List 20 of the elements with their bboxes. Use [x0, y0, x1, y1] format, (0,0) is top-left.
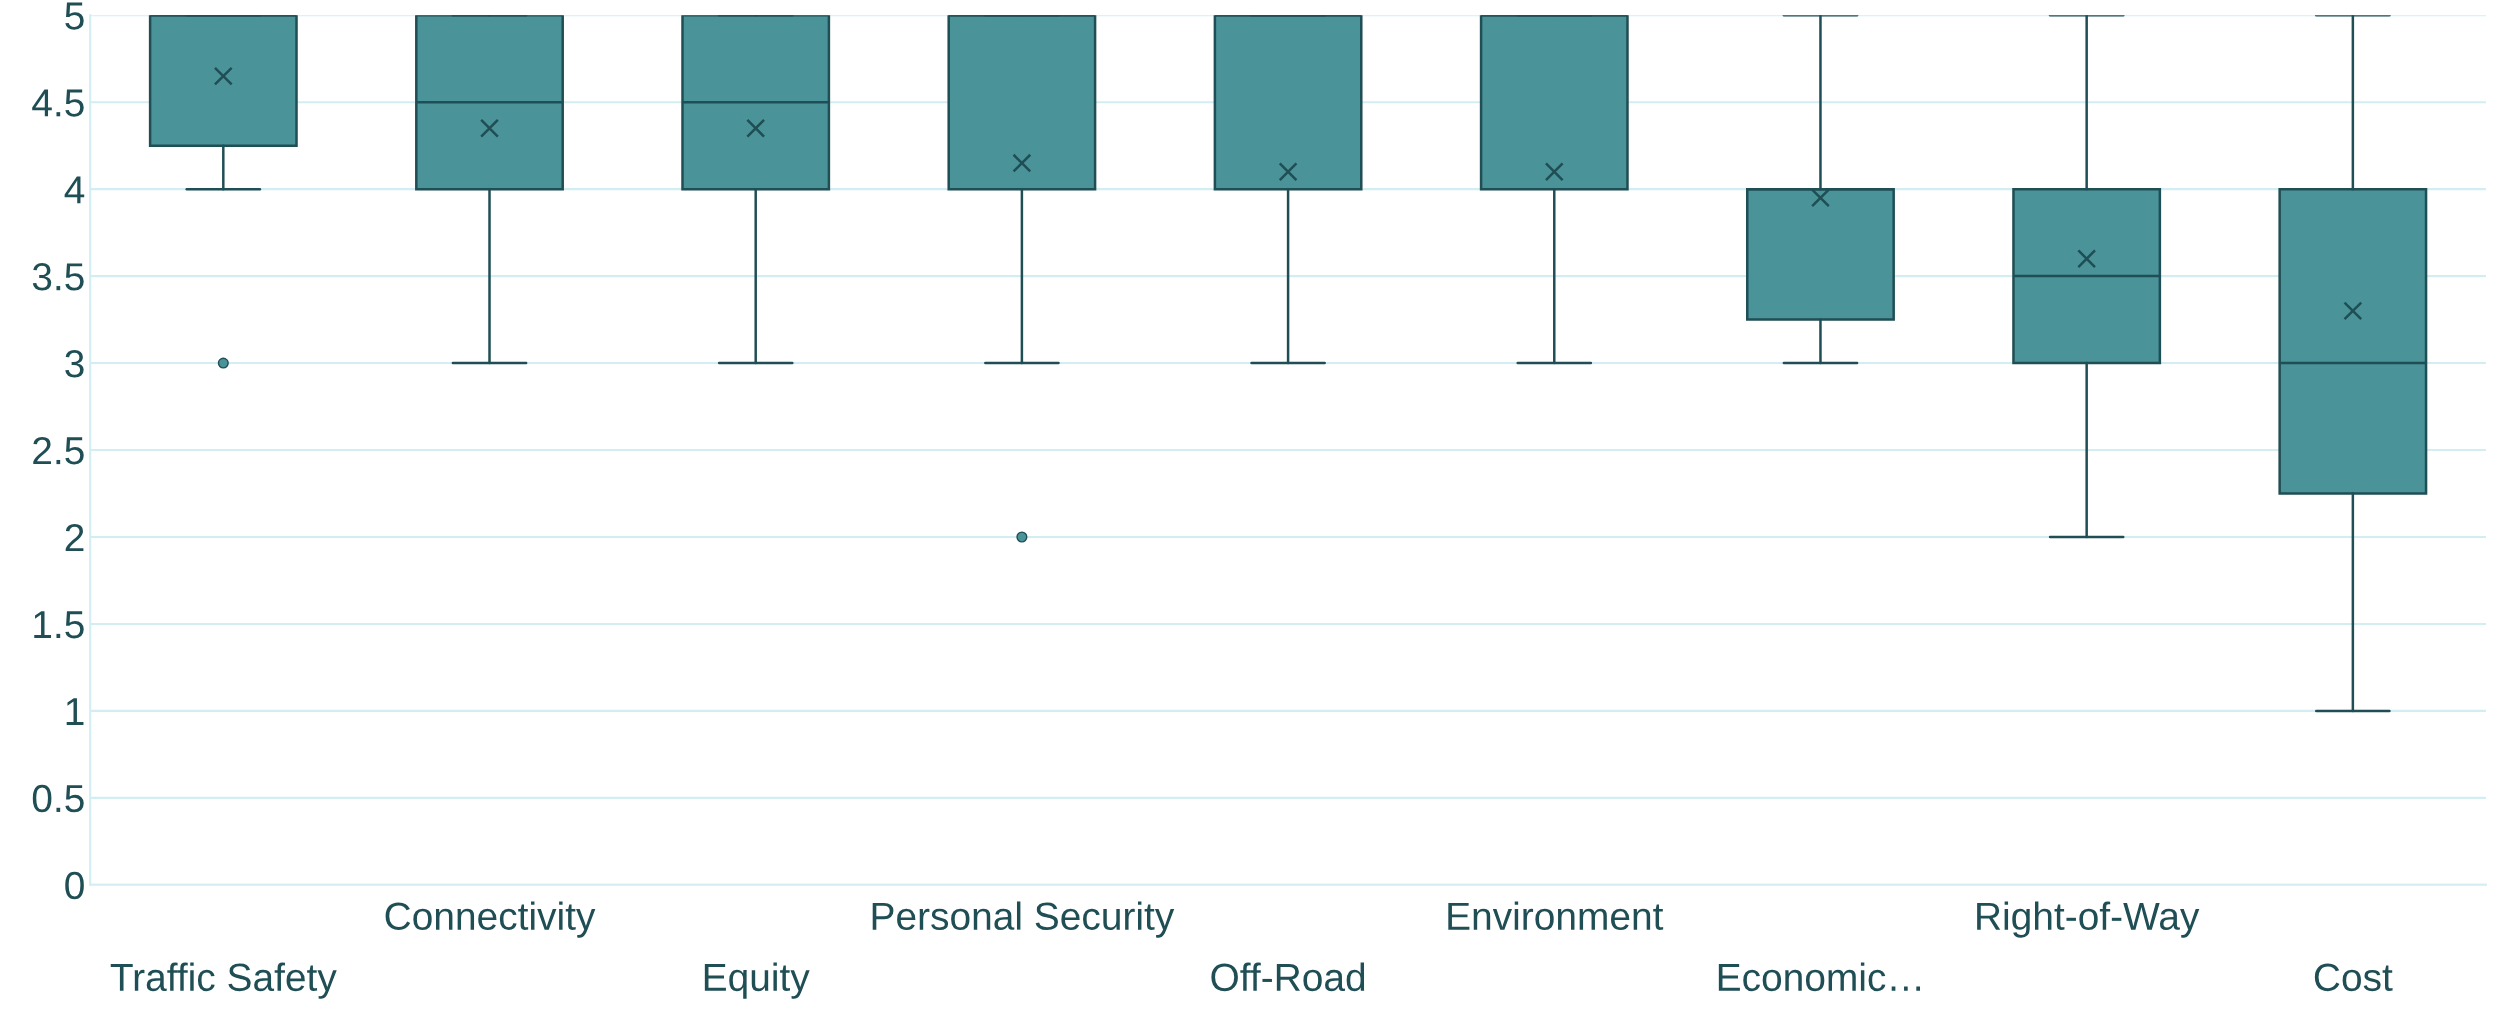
x-tick-label: Economic…: [1718, 962, 1921, 992]
y-tick-label: 3.5: [32, 263, 84, 291]
y-tick-label: 2.5: [33, 436, 84, 465]
x-tick-label: Right-of-Way: [1977, 901, 2200, 938]
y-tick-label: 4.5: [32, 89, 84, 117]
y-tick-label: 0.5: [32, 784, 84, 813]
x-tick-label: Personal Security: [872, 901, 1175, 938]
y-tick-label: 5: [65, 2, 84, 30]
x-tick-label: Connectivity: [385, 901, 596, 938]
x-tick-label: Cost: [2314, 963, 2393, 992]
y-tick-label: 4: [64, 176, 85, 204]
x-tick-label: Traffic Safety: [110, 962, 337, 999]
x-tick-label: Equity: [704, 962, 810, 999]
x-tick-label: Off-Road: [1211, 962, 1365, 992]
y-tick-label: 0: [65, 871, 84, 900]
y-tick-label: 1.5: [34, 611, 84, 639]
y-tick-label: 1: [66, 698, 84, 725]
y-tick-label: 2: [65, 523, 84, 552]
x-tick-label: Environment: [1448, 901, 1664, 931]
y-tick-label: 3: [65, 350, 84, 378]
